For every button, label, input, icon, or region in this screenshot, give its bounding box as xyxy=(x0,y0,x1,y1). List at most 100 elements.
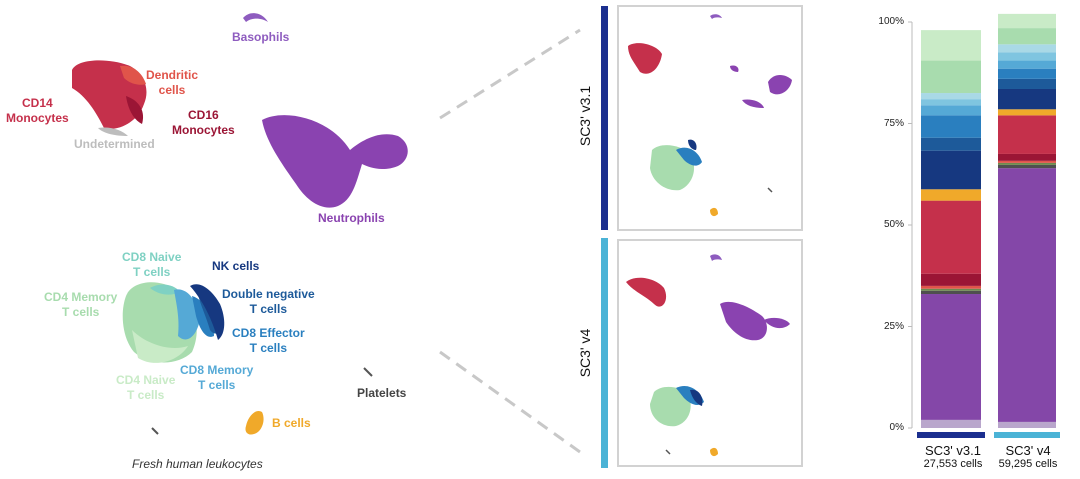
cd8-effector-cluster xyxy=(192,296,214,337)
label-dendritic: Dendritic cells xyxy=(146,68,198,98)
bar-segment-0-10 xyxy=(921,115,981,138)
bar-segment-1-1 xyxy=(998,168,1056,422)
bar-segment-1-11 xyxy=(998,60,1056,69)
label-cd8-effector-line2: T cells xyxy=(249,341,288,355)
category-label-v31: SC3' v3.1 27,553 cells xyxy=(908,443,998,470)
label-platelets: Platelets xyxy=(357,386,407,400)
category-v4-cells: 59,295 cells xyxy=(998,458,1058,470)
category-accent-1 xyxy=(994,432,1060,438)
label-dendritic-line2: cells xyxy=(158,83,186,97)
label-cd8-memory-line1: CD8 Memory xyxy=(180,363,254,377)
undetermined-cluster xyxy=(98,127,128,136)
panel-top-accent xyxy=(601,6,608,230)
panel-bottom-accent xyxy=(601,238,608,468)
label-double-negative: Double negative T cells xyxy=(222,287,315,317)
category-v31-name: SC3' v3.1 xyxy=(925,443,981,458)
bar-segment-1-2 xyxy=(998,164,1056,169)
label-double-negative-line1: Double negative xyxy=(222,287,315,301)
bar-segment-1-10 xyxy=(998,68,1056,79)
bar-segment-1-14 xyxy=(998,28,1056,45)
mini-umap-top xyxy=(628,14,792,217)
label-cd8-naive-line1: CD8 Naive xyxy=(122,250,182,264)
label-neutrophils: Neutrophils xyxy=(318,211,385,225)
bar-segment-0-14 xyxy=(921,60,981,94)
label-cd4-memory: CD4 Memory T cells xyxy=(44,290,117,320)
cd8-naive-cluster xyxy=(150,284,180,295)
bar-segment-0-13 xyxy=(921,93,981,100)
panel-top-frame xyxy=(617,5,803,231)
b-cells-cluster xyxy=(245,410,264,435)
bar-segment-0-1 xyxy=(921,294,981,420)
category-accent-0 xyxy=(917,432,985,438)
bar-segment-1-3 xyxy=(998,162,1056,165)
label-cd16: CD16 Monocytes xyxy=(172,108,235,138)
y-tick-label: 25% xyxy=(883,320,904,332)
bar-segment-1-12 xyxy=(998,52,1056,61)
label-dendritic-line1: Dendritic xyxy=(146,68,199,82)
category-label-v4: SC3' v4 59,295 cells xyxy=(983,443,1073,470)
label-nk: NK cells xyxy=(212,259,260,273)
bar-segment-0-6 xyxy=(921,200,981,274)
label-cd4-memory-line2: T cells xyxy=(62,305,100,319)
label-basophils: Basophils xyxy=(232,30,290,44)
connector-bottom xyxy=(439,350,581,454)
panel-bottom-frame xyxy=(617,239,803,467)
label-b-cells: B cells xyxy=(272,416,311,430)
basophils-cluster xyxy=(243,13,268,22)
label-cd4-naive-line2: T cells xyxy=(127,388,165,402)
mini-umap-bottom xyxy=(626,254,790,457)
bar-segment-0-3 xyxy=(921,288,981,291)
cd4-naive-cluster xyxy=(132,330,188,363)
label-cd8-naive-line2: T cells xyxy=(133,265,171,279)
bar-segment-0-8 xyxy=(921,150,981,190)
bar-segment-0-9 xyxy=(921,137,981,151)
bar-segment-0-0 xyxy=(921,419,981,428)
bar-segment-1-6 xyxy=(998,115,1056,154)
category-v31-cells: 27,553 cells xyxy=(923,458,983,470)
bar-segment-1-9 xyxy=(998,78,1056,89)
label-cd4-naive: CD4 Naive T cells xyxy=(116,373,175,403)
bar-segment-0-5 xyxy=(921,273,981,286)
y-tick-label: 0% xyxy=(889,422,904,433)
category-v4-name: SC3' v4 xyxy=(1005,443,1051,458)
bar-segment-0-7 xyxy=(921,189,981,201)
label-cd8-memory: CD8 Memory T cells xyxy=(180,363,253,393)
y-tick-label: 100% xyxy=(878,16,904,27)
bar-segment-1-8 xyxy=(998,88,1056,110)
bar-segment-0-15 xyxy=(921,30,981,61)
label-cd16-line2: Monocytes xyxy=(172,123,235,137)
connector-top xyxy=(439,28,581,120)
bar-segment-0-12 xyxy=(921,99,981,106)
label-cd14-line1: CD14 xyxy=(22,96,53,110)
label-cd8-effector: CD8 Effector T cells xyxy=(232,326,305,356)
platelets-cluster-small xyxy=(151,427,159,435)
panel-top-label: SC3' v3.1 xyxy=(577,85,593,147)
label-cd14-line2: Monocytes xyxy=(6,111,69,125)
y-tick-label: 50% xyxy=(883,219,904,230)
bar-segment-0-11 xyxy=(921,105,981,116)
umap-caption: Fresh human leukocytes xyxy=(132,457,263,471)
y-tick-label: 75% xyxy=(883,117,904,129)
label-cd8-effector-line1: CD8 Effector xyxy=(232,326,305,340)
label-cd8-memory-line2: T cells xyxy=(198,378,236,392)
label-undetermined: Undetermined xyxy=(74,137,155,151)
label-cd8-naive: CD8 Naive T cells xyxy=(122,250,181,280)
bar-segment-1-15 xyxy=(998,13,1056,29)
label-cd4-naive-line1: CD4 Naive xyxy=(116,373,176,387)
neutrophils-cluster xyxy=(262,115,408,208)
cd16-monocytes-cluster xyxy=(126,96,144,124)
bar-segment-0-4 xyxy=(921,285,981,289)
bar-segment-1-13 xyxy=(998,44,1056,53)
panel-bottom-label: SC3' v4 xyxy=(577,328,593,378)
stacked-bar-chart xyxy=(908,13,1060,438)
dendritic-cluster xyxy=(120,65,146,85)
bar-segment-1-4 xyxy=(998,160,1056,163)
nk-cluster xyxy=(190,284,225,340)
bar-segment-1-5 xyxy=(998,153,1056,161)
label-cd16-line1: CD16 xyxy=(188,108,219,122)
label-double-negative-line2: T cells xyxy=(249,302,288,316)
bar-segment-0-2 xyxy=(921,290,981,295)
label-cd4-memory-line1: CD4 Memory xyxy=(44,290,118,304)
bar-segment-1-0 xyxy=(998,421,1056,428)
